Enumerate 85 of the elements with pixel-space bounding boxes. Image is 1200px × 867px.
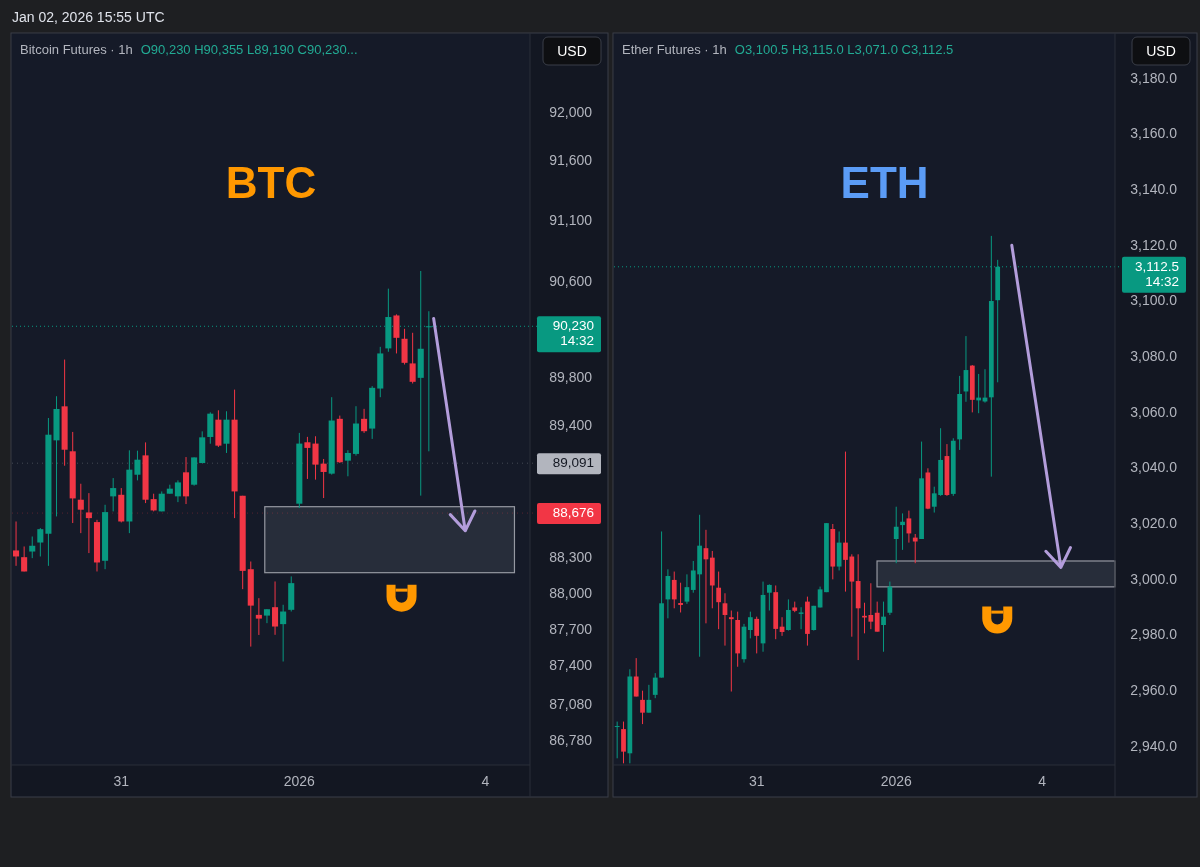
candlestick bbox=[207, 411, 214, 445]
y-tick-label: 88,300 bbox=[549, 548, 593, 565]
candlestick bbox=[728, 610, 734, 693]
candlestick bbox=[912, 533, 918, 564]
y-tick-label: 3,120.0 bbox=[1130, 236, 1178, 253]
candlestick bbox=[134, 450, 141, 481]
y-tick-label: 87,700 bbox=[549, 621, 593, 638]
y-tick-label: 3,100.0 bbox=[1130, 292, 1178, 309]
y-tick-label: 87,080 bbox=[549, 695, 593, 712]
y-tick-label: 3,040.0 bbox=[1130, 459, 1178, 476]
candlestick bbox=[344, 449, 351, 477]
candlestick bbox=[304, 436, 311, 480]
text: Jan 02, 2026 15:55 UTC bbox=[12, 9, 165, 25]
text: Bitcoin Futures · 1h bbox=[20, 42, 133, 57]
y-tick-label: 87,400 bbox=[549, 657, 593, 674]
candlestick bbox=[893, 506, 899, 564]
y-tick-label: 3,180.0 bbox=[1130, 69, 1178, 86]
ref-line-label: 3,112.5 14:32 bbox=[1134, 258, 1179, 289]
candlestick bbox=[85, 492, 92, 554]
candlestick bbox=[393, 313, 400, 354]
candlestick bbox=[652, 672, 658, 699]
y-tick-label: 3,080.0 bbox=[1130, 347, 1178, 364]
candlestick bbox=[263, 608, 270, 624]
x-tick-label: 4 bbox=[481, 773, 490, 789]
x-tick-label: 4 bbox=[1038, 773, 1047, 789]
candlestick bbox=[767, 583, 772, 612]
candlestick bbox=[110, 477, 117, 512]
candlestick bbox=[874, 601, 880, 633]
candlestick bbox=[671, 571, 677, 609]
candlestick bbox=[786, 598, 791, 632]
candlestick bbox=[174, 479, 181, 503]
y-tick-label: 3,140.0 bbox=[1130, 180, 1178, 197]
candlestick bbox=[754, 616, 760, 654]
y-tick-label: 2,960.0 bbox=[1130, 681, 1178, 698]
y-tick-label: 3,020.0 bbox=[1130, 514, 1178, 531]
annotation: BTC bbox=[225, 157, 317, 207]
y-tick-label: 2,980.0 bbox=[1130, 626, 1178, 643]
y-tick-label: 86,780 bbox=[549, 731, 593, 748]
candlestick bbox=[640, 690, 645, 725]
annotation: ETH bbox=[840, 157, 929, 207]
candlestick bbox=[280, 604, 287, 663]
text: USD bbox=[1146, 42, 1176, 59]
candlestick bbox=[77, 483, 84, 534]
y-tick-label: 3,060.0 bbox=[1130, 403, 1178, 420]
ref-line-label: 90,230 14:32 bbox=[552, 318, 594, 349]
y-tick-label: 89,400 bbox=[549, 416, 593, 433]
candlestick bbox=[272, 580, 279, 636]
candlestick bbox=[633, 657, 639, 698]
y-tick-label: 90,600 bbox=[549, 272, 593, 289]
x-tick-label: 2026 bbox=[283, 773, 316, 789]
candlestick bbox=[900, 512, 905, 551]
text: O3,100.5 H3,115.0 L3,071.0 C3,112.5 bbox=[734, 42, 954, 57]
candlestick bbox=[409, 332, 416, 384]
y-tick-label: 88,000 bbox=[549, 585, 593, 602]
y-tick-label: 2,940.0 bbox=[1130, 737, 1178, 754]
candlestick bbox=[747, 611, 753, 639]
y-tick-label: 91,600 bbox=[549, 152, 593, 169]
y-tick-label: 3,000.0 bbox=[1130, 570, 1178, 587]
candlestick bbox=[881, 601, 886, 653]
x-tick-label: 2026 bbox=[880, 773, 912, 789]
candlestick bbox=[678, 582, 683, 613]
candlestick bbox=[614, 721, 620, 759]
ref-line-label: 89,091 bbox=[552, 455, 594, 471]
x-tick-label: 31 bbox=[748, 773, 765, 789]
candlestick bbox=[29, 536, 36, 559]
y-tick-label: 3,160.0 bbox=[1130, 125, 1178, 142]
candlestick bbox=[13, 520, 20, 567]
text: Ether Futures · 1h bbox=[622, 42, 727, 57]
y-tick-label: 89,800 bbox=[549, 368, 593, 385]
ref-line-label: 88,676 bbox=[552, 505, 594, 521]
candlestick bbox=[320, 458, 327, 499]
text: USD bbox=[557, 42, 587, 59]
candlestick bbox=[798, 606, 804, 630]
candlestick bbox=[836, 530, 842, 571]
text: O90,230 H90,355 L89,190 C90,230... bbox=[140, 42, 358, 57]
candlestick bbox=[312, 435, 319, 481]
y-tick-label: 92,000 bbox=[549, 104, 593, 121]
candlestick bbox=[716, 571, 722, 630]
candlestick bbox=[361, 408, 368, 434]
candlestick bbox=[37, 527, 44, 557]
x-tick-label: 31 bbox=[113, 773, 130, 789]
candlestick bbox=[21, 545, 28, 572]
candlestick bbox=[255, 597, 262, 636]
y-tick-label: 91,100 bbox=[549, 212, 593, 229]
candlestick bbox=[621, 721, 626, 764]
